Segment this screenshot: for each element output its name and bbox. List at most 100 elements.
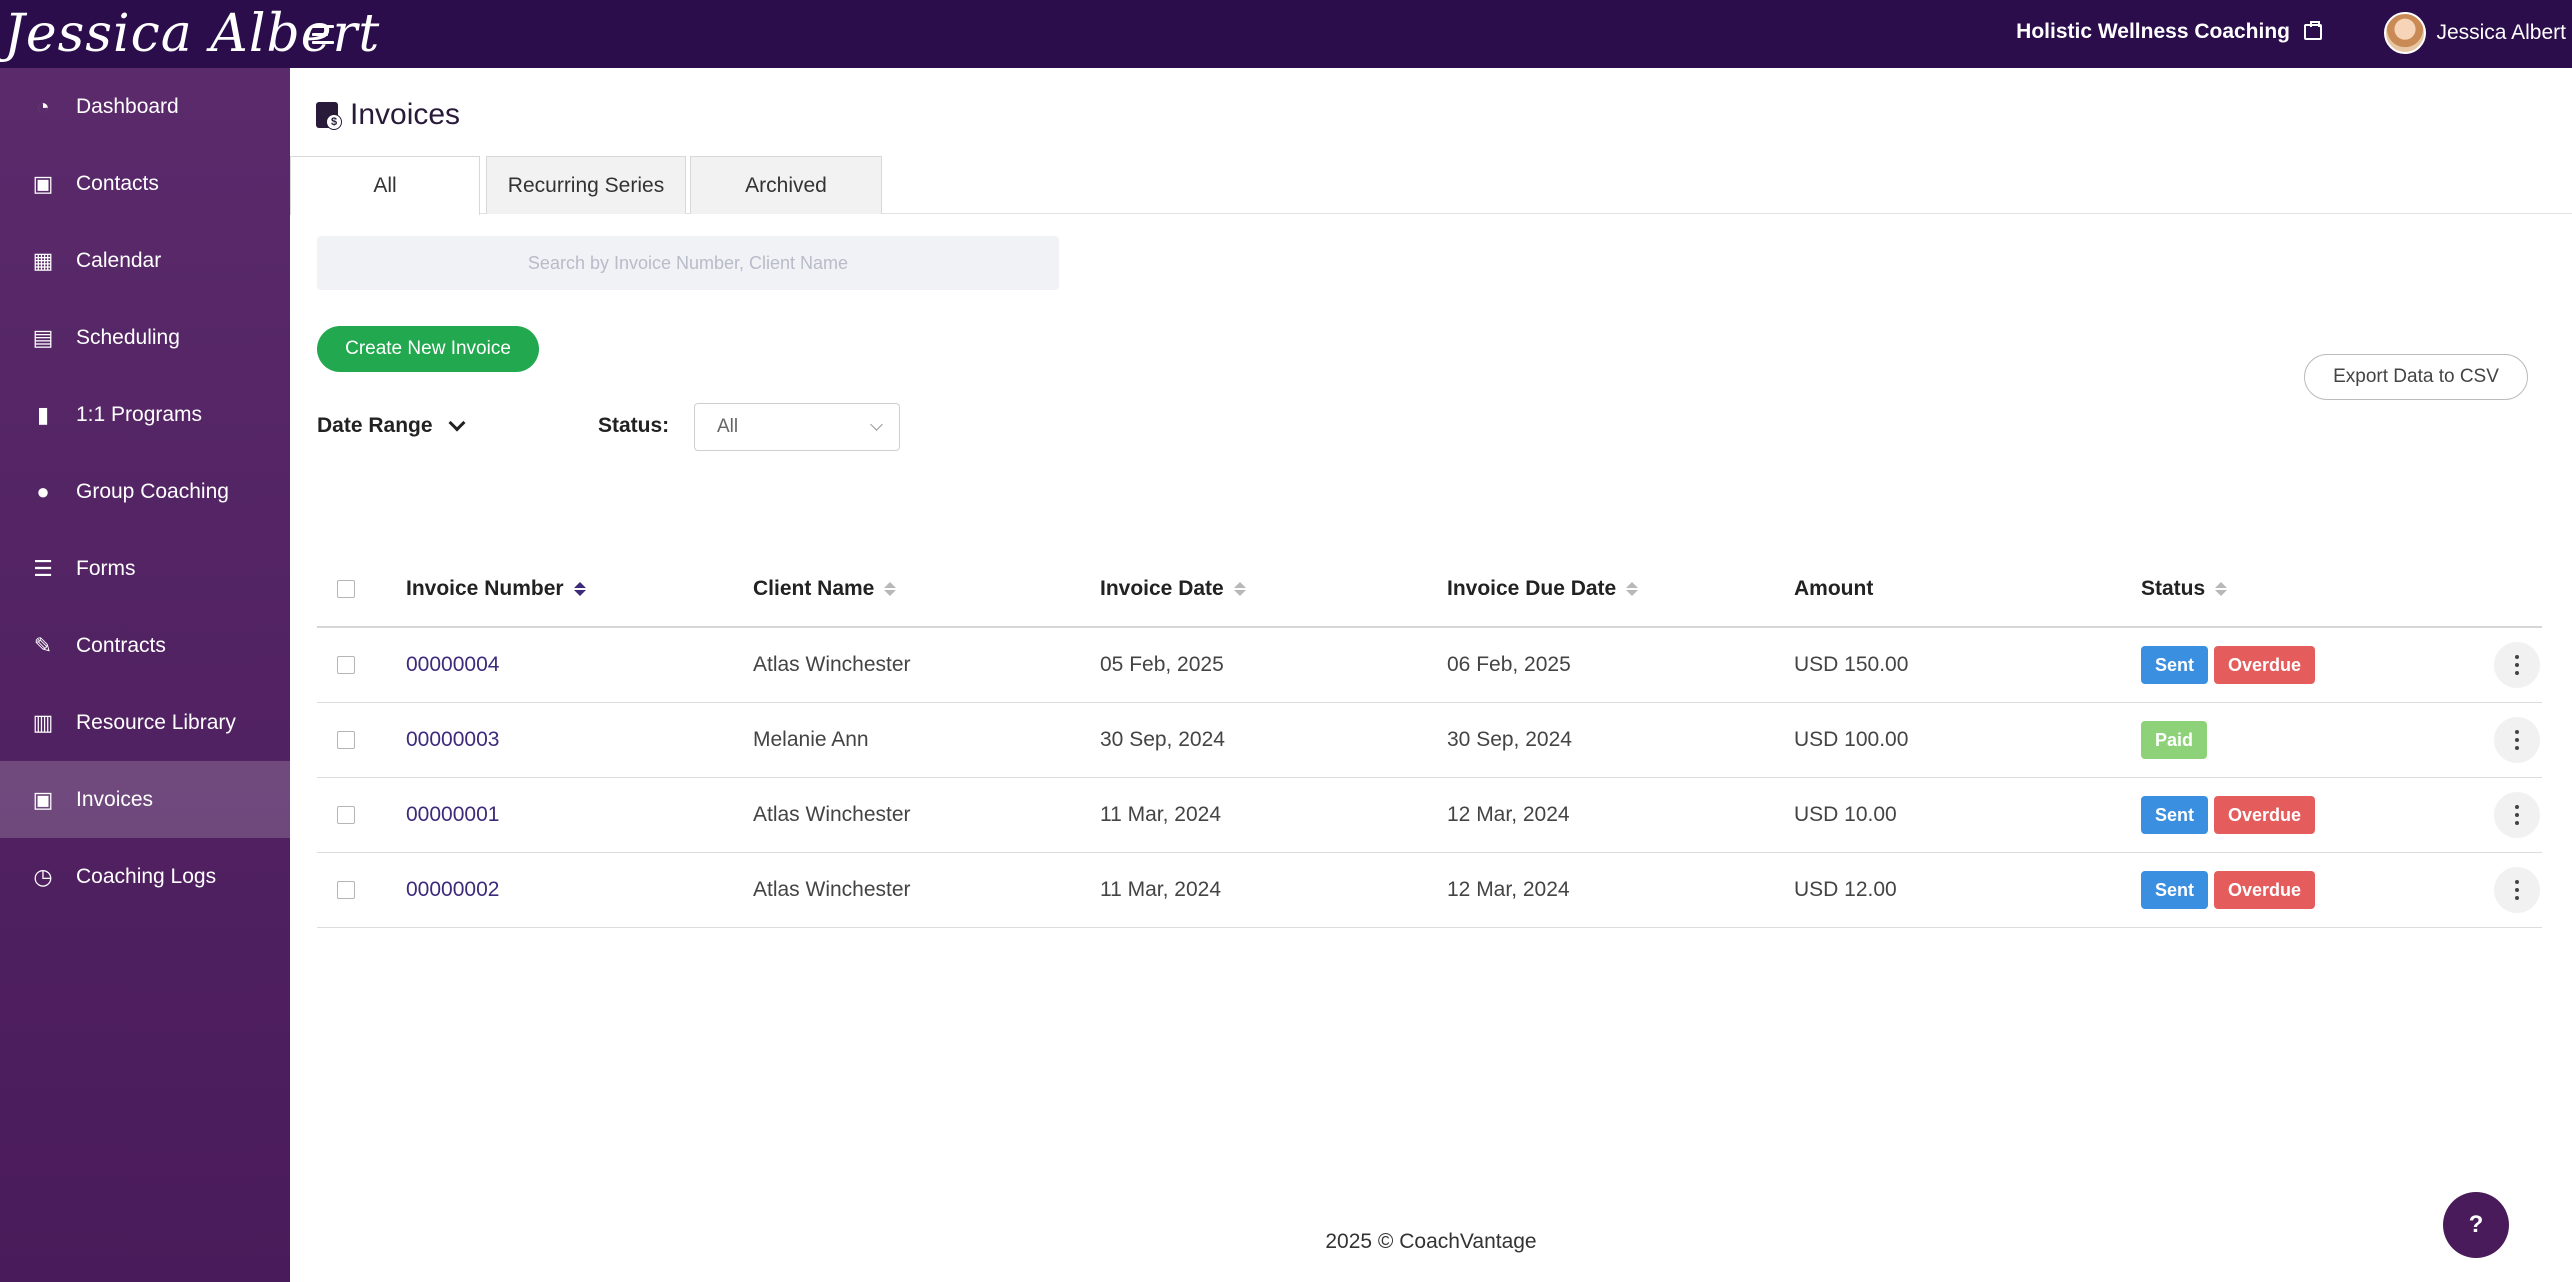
invoice-number-link[interactable]: 00000003: [406, 728, 500, 751]
sidebar-item-coaching-logs[interactable]: ◷ Coaching Logs: [0, 838, 290, 915]
status-filter-label: Status:: [598, 414, 670, 437]
date-range-filter[interactable]: Date Range: [317, 414, 466, 438]
column-header-client-name[interactable]: Client Name: [753, 577, 897, 601]
table-row: 00000003 Melanie Ann 30 Sep, 2024 30 Sep…: [317, 703, 2542, 778]
sidebar-item-programs[interactable]: ▮ 1:1 Programs: [0, 376, 290, 453]
page-title: Invoices: [316, 98, 460, 132]
avatar: [2384, 12, 2427, 54]
sort-icon: [2215, 582, 2228, 596]
invoice-amount: USD 100.00: [1794, 728, 1909, 751]
sidebar-item-scheduling[interactable]: ▤ Scheduling: [0, 299, 290, 376]
invoice-number-link[interactable]: 00000002: [406, 878, 500, 901]
client-name: Atlas Winchester: [753, 803, 911, 826]
row-actions-kebab-icon[interactable]: [2494, 792, 2540, 838]
status-badge-overdue: Overdue: [2214, 646, 2316, 684]
library-icon: ▥: [32, 709, 54, 735]
table-row: 00000001 Atlas Winchester 11 Mar, 2024 1…: [317, 778, 2542, 853]
column-header-invoice-date[interactable]: Invoice Date: [1100, 577, 1246, 601]
contract-icon: ✎: [33, 632, 53, 658]
sidebar-item-dashboard[interactable]: ◔ Dashboard: [0, 68, 290, 145]
search-input[interactable]: [317, 236, 1059, 290]
column-header-amount: Amount: [1794, 577, 1873, 601]
status-badge-sent: Sent: [2141, 646, 2209, 684]
status-badges: Sent Overdue: [2141, 796, 2321, 834]
invoice-due-date: 06 Feb, 2025: [1447, 653, 1571, 676]
tab-recurring-series[interactable]: Recurring Series: [486, 156, 686, 214]
sidebar-item-group-coaching[interactable]: ● Group Coaching: [0, 453, 290, 530]
status-badge-overdue: Overdue: [2214, 796, 2316, 834]
column-label: Amount: [1794, 577, 1874, 600]
clock-icon: ◷: [33, 863, 53, 889]
chevron-down-icon: [870, 418, 883, 431]
sidebar-item-resource-library[interactable]: ▥ Resource Library: [0, 684, 290, 761]
invoice-due-date: 12 Mar, 2024: [1447, 878, 1570, 901]
invoice-date: 11 Mar, 2024: [1100, 803, 1222, 826]
main-content: Invoices All Recurring Series Archived C…: [290, 68, 2572, 1282]
sidebar-item-contracts[interactable]: ✎ Contracts: [0, 607, 290, 684]
status-filter-select[interactable]: All: [694, 403, 900, 451]
sidebar-item-label: Resource Library: [76, 710, 236, 734]
select-all-checkbox[interactable]: [337, 580, 355, 598]
date-range-label: Date Range: [317, 414, 433, 437]
business-name: Holistic Wellness Coaching: [2016, 20, 2290, 43]
top-bar: Jessica Albert Holistic Wellness Coachin…: [0, 0, 2572, 68]
row-checkbox[interactable]: [337, 806, 355, 824]
column-label: Client Name: [753, 577, 875, 600]
export-csv-button[interactable]: Export Data to CSV: [2304, 354, 2528, 400]
status-badges: Sent Overdue: [2141, 646, 2321, 684]
status-badge-sent: Sent: [2141, 796, 2209, 834]
status-badge-paid: Paid: [2141, 721, 2208, 759]
column-label: Invoice Number: [406, 577, 564, 600]
sidebar-item-label: Group Coaching: [76, 479, 229, 503]
user-menu[interactable]: Jessica Albert: [2384, 12, 2566, 54]
invoice-date: 30 Sep, 2024: [1100, 728, 1225, 751]
row-actions-kebab-icon[interactable]: [2494, 717, 2540, 763]
table-row: 00000004 Atlas Winchester 05 Feb, 2025 0…: [317, 628, 2542, 703]
sort-icon: [573, 582, 586, 596]
user-name: Jessica Albert: [2436, 21, 2566, 44]
book-icon: ▮: [36, 401, 50, 427]
tab-archived[interactable]: Archived: [690, 156, 882, 214]
sidebar-item-label: Dashboard: [76, 94, 179, 118]
invoice-icon: [316, 102, 342, 130]
sidebar-item-forms[interactable]: ☰ Forms: [0, 530, 290, 607]
sidebar-item-label: 1:1 Programs: [76, 402, 203, 426]
business-selector[interactable]: Holistic Wellness Coaching: [2016, 20, 2322, 44]
create-invoice-button[interactable]: Create New Invoice: [317, 326, 539, 372]
tab-all[interactable]: All: [290, 156, 480, 215]
group-icon: ●: [36, 478, 50, 504]
invoice-number-link[interactable]: 00000004: [406, 653, 500, 676]
row-actions-kebab-icon[interactable]: [2494, 867, 2540, 913]
row-checkbox[interactable]: [337, 881, 355, 899]
invoice-amount: USD 10.00: [1794, 803, 1897, 826]
sidebar-item-label: Forms: [76, 556, 136, 580]
help-button[interactable]: ?: [2443, 1192, 2509, 1258]
column-header-invoice-due-date[interactable]: Invoice Due Date: [1447, 577, 1639, 601]
sidebar-item-invoices[interactable]: ▣ Invoices: [0, 761, 290, 838]
status-badges: Paid: [2141, 721, 2213, 759]
sidebar: ◔ Dashboard ▣ Contacts ▦ Calendar ▤ Sche…: [0, 68, 290, 1282]
column-header-status[interactable]: Status: [2141, 577, 2228, 601]
sort-icon: [1233, 582, 1246, 596]
sidebar-item-label: Scheduling: [76, 325, 180, 349]
invoice-icon: ▣: [32, 786, 54, 812]
page-title-text: Invoices: [350, 98, 461, 131]
row-checkbox[interactable]: [337, 731, 355, 749]
scheduling-icon: ▤: [32, 324, 54, 350]
invoice-table: Invoice Number Client Name Invoice Date …: [317, 552, 2542, 928]
row-actions-kebab-icon[interactable]: [2494, 642, 2540, 688]
sidebar-item-calendar[interactable]: ▦ Calendar: [0, 222, 290, 299]
forms-icon: ☰: [33, 555, 53, 581]
sidebar-item-label: Contracts: [76, 633, 166, 657]
sidebar-item-label: Contacts: [76, 171, 159, 195]
client-name: Atlas Winchester: [753, 878, 911, 901]
client-name: Melanie Ann: [753, 728, 869, 751]
sidebar-item-contacts[interactable]: ▣ Contacts: [0, 145, 290, 222]
menu-toggle-icon[interactable]: [312, 20, 340, 48]
row-checkbox[interactable]: [337, 656, 355, 674]
sidebar-item-label: Coaching Logs: [76, 864, 217, 888]
invoice-number-link[interactable]: 00000001: [406, 803, 500, 826]
footer-copyright: 2025 © CoachVantage: [1325, 1230, 1537, 1253]
column-label: Status: [2141, 577, 2206, 600]
column-header-invoice-number[interactable]: Invoice Number: [406, 577, 586, 601]
